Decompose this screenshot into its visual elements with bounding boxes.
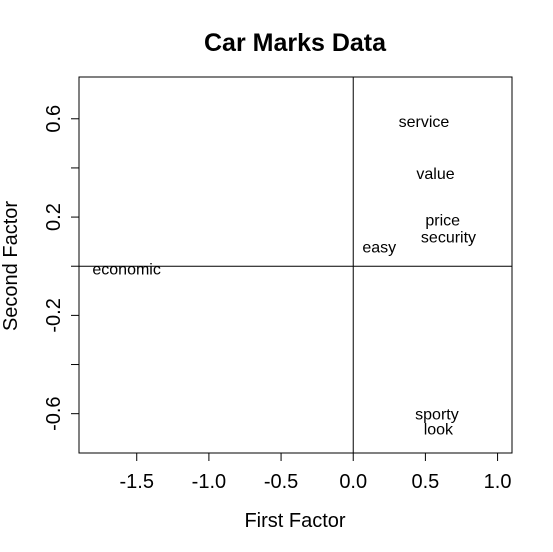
plot-frame: [78, 76, 513, 454]
point-label: security: [421, 230, 476, 247]
chart-title: Car Marks Data: [204, 29, 387, 57]
y-tick-label: 0.6: [43, 105, 65, 133]
y-tick-label: 0.2: [43, 203, 65, 231]
point-label: service: [399, 114, 450, 131]
point-label: look: [424, 421, 454, 438]
point-label: price: [425, 213, 460, 230]
x-axis: -1.5 -1.0 -0.5 0.0 0.5 1.0: [119, 453, 511, 493]
y-axis-title: Second Factor: [0, 201, 22, 331]
point-label: economic: [92, 262, 160, 279]
x-tick-label: 0.5: [411, 471, 439, 493]
point-label: sporty: [415, 407, 459, 424]
x-tick-label: -1.0: [192, 471, 226, 493]
y-axis: -0.6 -0.2 0.2 0.6: [43, 105, 79, 431]
y-tick-label: -0.6: [43, 396, 65, 430]
point-label: easy: [362, 240, 396, 257]
x-tick-label: 1.0: [484, 471, 512, 493]
point-label: value: [416, 166, 454, 183]
x-tick-label: 0.0: [339, 471, 367, 493]
x-tick-label: -1.5: [119, 471, 153, 493]
y-tick-label: -0.2: [43, 298, 65, 332]
x-axis-title: First Factor: [244, 510, 345, 532]
x-tick-label: -0.5: [264, 471, 298, 493]
